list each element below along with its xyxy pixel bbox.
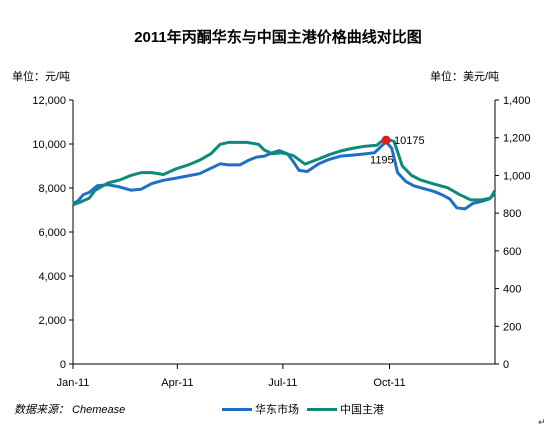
peak-marker	[381, 135, 391, 145]
right-y-tick-label: 0	[503, 359, 509, 371]
legend-swatch-china-port	[307, 407, 337, 411]
left-y-tick-label: 2,000	[38, 315, 66, 327]
legend-item-china-port: 中国主港	[307, 401, 384, 417]
left-y-tick-label: 8,000	[38, 183, 66, 195]
right-y-tick-label: 800	[503, 208, 521, 220]
right-y-tick-label: 1,000	[503, 170, 531, 182]
right-y-tick-label: 600	[503, 246, 521, 258]
legend-label-china-port: 中国主港	[340, 404, 384, 416]
series-line-east-china	[72, 140, 497, 211]
x-tick-label: Apr-11	[161, 377, 193, 389]
left-y-tick-label: 12,000	[32, 95, 66, 107]
x-tick-label: Jan-11	[57, 377, 90, 389]
legend-label-east-china: 华东市场	[255, 404, 299, 416]
right-y-tick-label: 1,400	[503, 95, 531, 107]
x-tick-label: Oct-11	[373, 377, 405, 389]
left-y-tick-label: 4,000	[38, 271, 66, 283]
legend-swatch-east-china	[222, 407, 252, 411]
x-tick-label: Jul-11	[268, 377, 297, 389]
left-y-tick-label: 6,000	[38, 227, 66, 239]
paragraph-mark: ↵	[538, 417, 546, 427]
left-y-tick-label: 10,000	[32, 139, 66, 151]
data-source: 数据来源： Chemease	[14, 404, 126, 416]
chart-title: 2011年丙酮华东与中国主港价格曲线对比图	[134, 29, 422, 46]
right-axis-unit: 单位：美元/吨	[430, 71, 500, 83]
legend-item-east-china: 华东市场	[222, 401, 299, 417]
annotation-east-china-peak: 10175	[394, 135, 425, 147]
left-axis-unit: 单位：元/吨	[12, 71, 71, 83]
annotation-china-port-peak: 1195	[370, 155, 394, 167]
left-y-tick-label: 0	[60, 359, 66, 371]
series-line-china-port	[72, 137, 497, 207]
right-y-tick-label: 200	[503, 321, 521, 333]
right-y-tick-label: 1,200	[503, 133, 531, 145]
right-y-tick-label: 400	[503, 284, 521, 296]
